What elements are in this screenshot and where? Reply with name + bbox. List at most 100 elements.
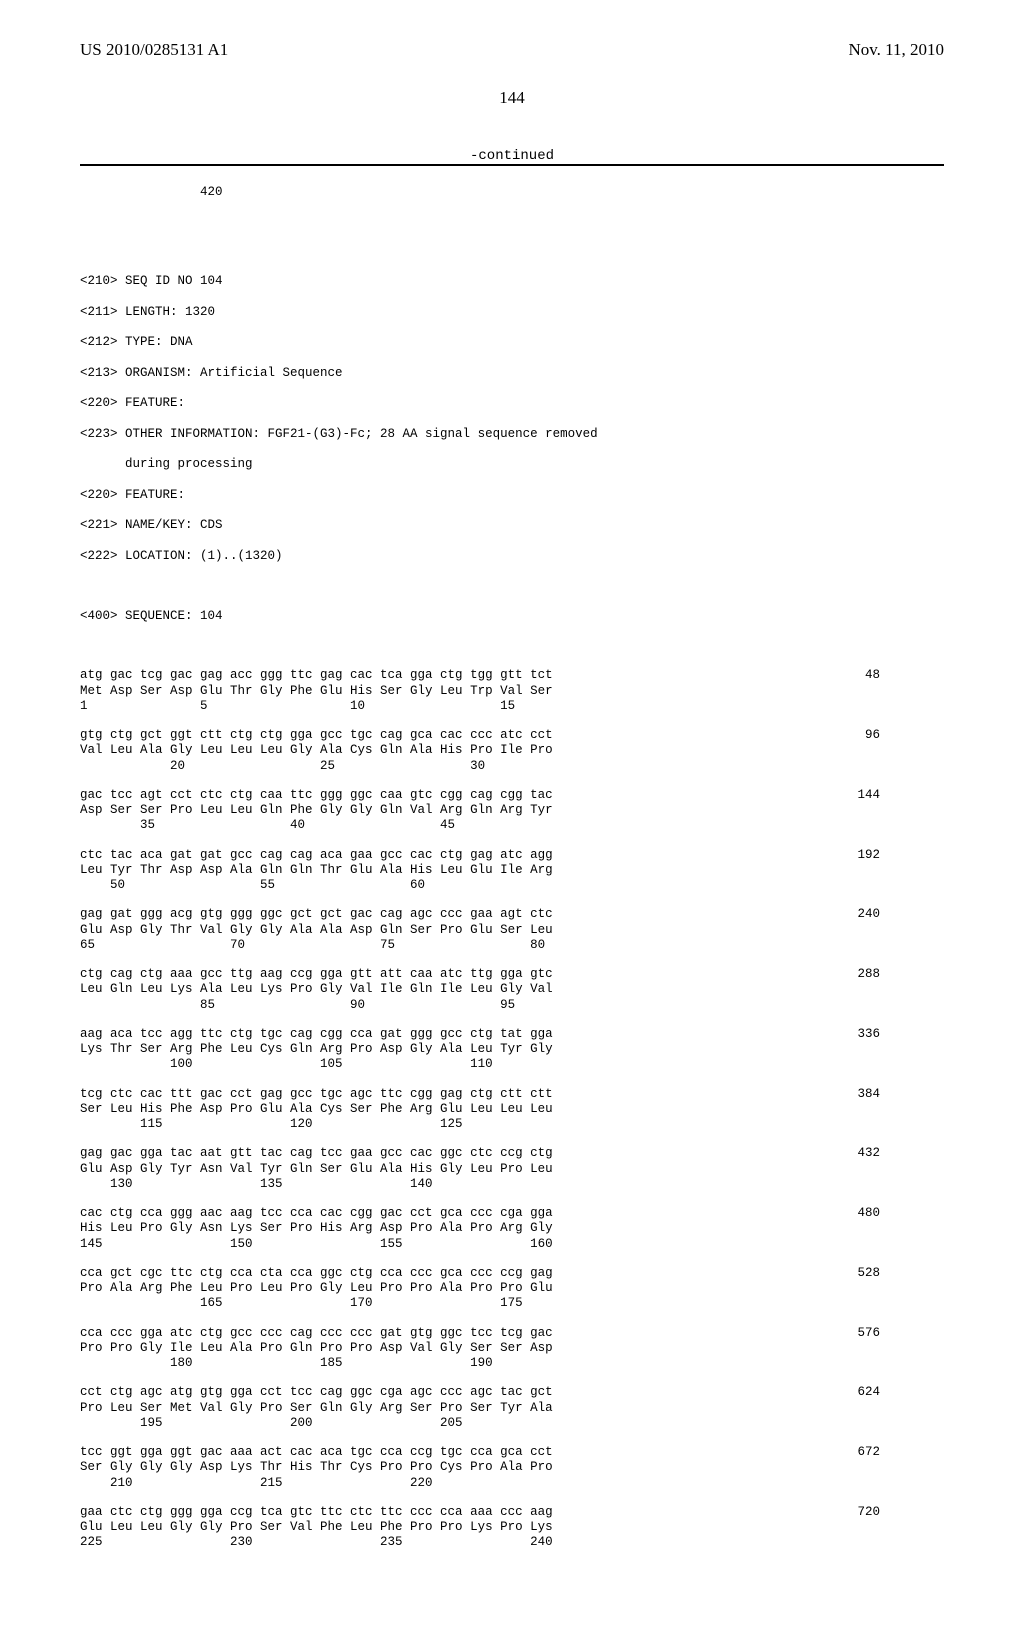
dna-codons: gag gac gga tac aat gtt tac cag tcc gaa … (80, 1146, 780, 1161)
aa-numbering-line: 180 185 190 (80, 1356, 944, 1371)
meta-type: <212> TYPE: DNA (80, 335, 944, 350)
nt-position: 96 (780, 728, 880, 743)
dna-line: gaa ctc ctg ggg gga ccg tca gtc ttc ctc … (80, 1505, 944, 1520)
aa-numbering-line: 130 135 140 (80, 1177, 944, 1192)
aa-translation: His Leu Pro Gly Asn Lys Ser Pro His Arg … (80, 1221, 780, 1236)
aa-numbering: 145 150 155 160 (80, 1237, 780, 1252)
aa-numbering-line: 85 90 95 (80, 998, 944, 1013)
nt-position: 528 (780, 1266, 880, 1281)
aa-translation: Ser Leu His Phe Asp Pro Glu Ala Cys Ser … (80, 1102, 780, 1117)
aa-numbering-line: 165 170 175 (80, 1296, 944, 1311)
aa-numbering: 50 55 60 (80, 878, 780, 893)
dna-line: cca gct cgc ttc ctg cca cta cca ggc ctg … (80, 1266, 944, 1281)
dna-line: cac ctg cca ggg aac aag tcc cca cac cgg … (80, 1206, 944, 1221)
meta-organism: <213> ORGANISM: Artificial Sequence (80, 366, 944, 381)
aa-line: Val Leu Ala Gly Leu Leu Leu Gly Ala Cys … (80, 743, 944, 758)
nt-position: 624 (780, 1385, 880, 1400)
aa-numbering-line: 1 5 10 15 (80, 699, 944, 714)
aa-numbering-line: 50 55 60 (80, 878, 944, 893)
dna-line: ctg cag ctg aaa gcc ttg aag ccg gga gtt … (80, 967, 944, 982)
aa-numbering: 100 105 110 (80, 1057, 780, 1072)
dna-line: cct ctg agc atg gtg gga cct tcc cag ggc … (80, 1385, 944, 1400)
aa-numbering: 210 215 220 (80, 1476, 780, 1491)
patent-page: US 2010/0285131 A1 Nov. 11, 2010 144 -co… (0, 0, 1024, 1635)
meta-feature: <220> FEATURE: (80, 396, 944, 411)
aa-line: His Leu Pro Gly Asn Lys Ser Pro His Arg … (80, 1221, 944, 1236)
prev-position-row: 420 (80, 185, 780, 200)
blank-row (80, 1491, 944, 1505)
meta-sequence-header: <400> SEQUENCE: 104 (80, 609, 944, 624)
dna-line: ctc tac aca gat gat gcc cag cag aca gaa … (80, 848, 944, 863)
header-row: US 2010/0285131 A1 Nov. 11, 2010 (80, 40, 944, 60)
aa-numbering-line: 100 105 110 (80, 1057, 944, 1072)
dna-codons: cct ctg agc atg gtg gga cct tcc cag ggc … (80, 1385, 780, 1400)
aa-line: Pro Leu Ser Met Val Gly Pro Ser Gln Gly … (80, 1401, 944, 1416)
dna-codons: ctg cag ctg aaa gcc ttg aag ccg gga gtt … (80, 967, 780, 982)
blank-row (80, 1252, 944, 1266)
dna-codons: atg gac tcg gac gag acc ggg ttc gag cac … (80, 668, 780, 683)
aa-translation: Asp Ser Ser Pro Leu Leu Gln Phe Gly Gly … (80, 803, 780, 818)
aa-numbering: 180 185 190 (80, 1356, 780, 1371)
blank-row (80, 1371, 944, 1385)
dna-codons: aag aca tcc agg ttc ctg tgc cag cgg cca … (80, 1027, 780, 1042)
aa-line: Glu Asp Gly Tyr Asn Val Tyr Gln Ser Glu … (80, 1162, 944, 1177)
sequence-listing: 420 <210> SEQ ID NO 104 <211> LENGTH: 13… (80, 170, 944, 1595)
aa-numbering: 65 70 75 80 (80, 938, 780, 953)
aa-numbering: 35 40 45 (80, 818, 780, 833)
aa-numbering-line: 20 25 30 (80, 759, 944, 774)
aa-line: Met Asp Ser Asp Glu Thr Gly Phe Glu His … (80, 684, 944, 699)
nt-position: 240 (780, 907, 880, 922)
aa-translation: Lys Thr Ser Arg Phe Leu Cys Gln Arg Pro … (80, 1042, 780, 1057)
nt-position: 480 (780, 1206, 880, 1221)
dna-line: gtg ctg gct ggt ctt ctg ctg gga gcc tgc … (80, 728, 944, 743)
aa-line: Glu Leu Leu Gly Gly Pro Ser Val Phe Leu … (80, 1520, 944, 1535)
aa-translation: Ser Gly Gly Gly Asp Lys Thr His Thr Cys … (80, 1460, 780, 1475)
nt-position: 144 (780, 788, 880, 803)
nt-position: 432 (780, 1146, 880, 1161)
aa-numbering-line: 115 120 125 (80, 1117, 944, 1132)
aa-line: Glu Asp Gly Thr Val Gly Gly Ala Ala Asp … (80, 923, 944, 938)
aa-translation: Pro Leu Ser Met Val Gly Pro Ser Gln Gly … (80, 1401, 780, 1416)
nt-position: 48 (780, 668, 880, 683)
aa-numbering: 20 25 30 (80, 759, 780, 774)
blank-row (80, 953, 944, 967)
page-number: 144 (80, 88, 944, 108)
dna-codons: cca ccc gga atc ctg gcc ccc cag ccc ccc … (80, 1326, 780, 1341)
blank-row (80, 834, 944, 848)
dna-codons: cac ctg cca ggg aac aag tcc cca cac cgg … (80, 1206, 780, 1221)
aa-line: Lys Thr Ser Arg Phe Leu Cys Gln Arg Pro … (80, 1042, 944, 1057)
aa-line: Ser Leu His Phe Asp Pro Glu Ala Cys Ser … (80, 1102, 944, 1117)
aa-translation: Met Asp Ser Asp Glu Thr Gly Phe Glu His … (80, 684, 780, 699)
dna-codons: gaa ctc ctg ggg gga ccg tca gtc ttc ctc … (80, 1505, 780, 1520)
blank-row (80, 893, 944, 907)
dna-line: cca ccc gga atc ctg gcc ccc cag ccc ccc … (80, 1326, 944, 1341)
aa-line: Ser Gly Gly Gly Asp Lys Thr His Thr Cys … (80, 1460, 944, 1475)
nt-position: 720 (780, 1505, 880, 1520)
dna-line: aag aca tcc agg ttc ctg tgc cag cgg cca … (80, 1027, 944, 1042)
nt-position: 576 (780, 1326, 880, 1341)
dna-codons: gac tcc agt cct ctc ctg caa ttc ggg ggc … (80, 788, 780, 803)
blank-row (80, 1192, 944, 1206)
sequence-rows: atg gac tcg gac gag acc ggg ttc gag cac … (80, 668, 944, 1564)
aa-numbering: 195 200 205 (80, 1416, 780, 1431)
aa-line: Leu Gln Leu Lys Ala Leu Lys Pro Gly Val … (80, 982, 944, 997)
dna-codons: cca gct cgc ttc ctg cca cta cca ggc ctg … (80, 1266, 780, 1281)
aa-translation: Leu Tyr Thr Asp Asp Ala Gln Gln Thr Glu … (80, 863, 780, 878)
aa-translation: Val Leu Ala Gly Leu Leu Leu Gly Ala Cys … (80, 743, 780, 758)
blank-row (80, 1132, 944, 1146)
continued-label: -continued (80, 148, 944, 164)
aa-numbering-line: 210 215 220 (80, 1476, 944, 1491)
dna-codons: tcc ggt gga ggt gac aaa act cac aca tgc … (80, 1445, 780, 1460)
publication-number: US 2010/0285131 A1 (80, 40, 228, 60)
blank-row (80, 1073, 944, 1087)
dna-codons: ctc tac aca gat gat gcc cag cag aca gaa … (80, 848, 780, 863)
dna-codons: gag gat ggg acg gtg ggg ggc gct gct gac … (80, 907, 780, 922)
aa-numbering: 165 170 175 (80, 1296, 780, 1311)
aa-numbering: 130 135 140 (80, 1177, 780, 1192)
aa-line: Pro Ala Arg Phe Leu Pro Leu Pro Gly Leu … (80, 1281, 944, 1296)
dna-line: gag gat ggg acg gtg ggg ggc gct gct gac … (80, 907, 944, 922)
meta-name-key: <221> NAME/KEY: CDS (80, 518, 944, 533)
dna-line: atg gac tcg gac gag acc ggg ttc gag cac … (80, 668, 944, 683)
blank-row (80, 1431, 944, 1445)
nt-position: 672 (780, 1445, 880, 1460)
